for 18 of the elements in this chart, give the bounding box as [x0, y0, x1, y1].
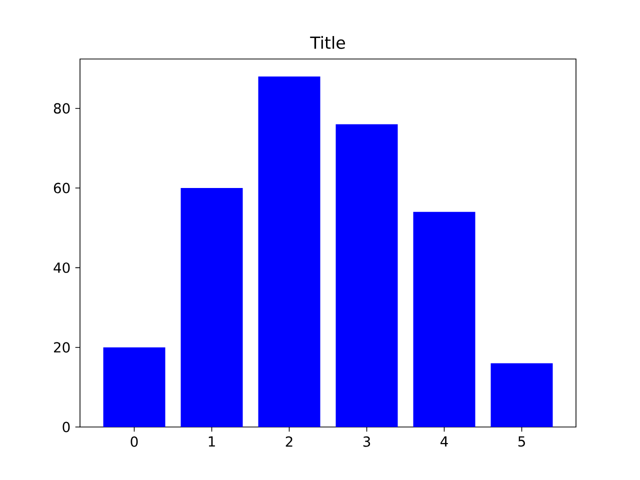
bar: [336, 124, 398, 427]
bar: [258, 76, 320, 427]
y-tick-label: 60: [54, 182, 70, 194]
x-tick-label: 4: [440, 436, 448, 446]
chart-title: Title: [310, 36, 345, 49]
y-tick-label: 0: [62, 422, 70, 432]
y-tick-label: 40: [54, 262, 70, 273]
x-tick-label: 1: [208, 436, 215, 446]
x-tick-label: 2: [286, 436, 292, 447]
bar: [180, 188, 243, 427]
x-tick-label: 5: [518, 436, 525, 447]
x-tick-label: 3: [363, 436, 370, 447]
y-tick-label: 80: [54, 103, 70, 114]
bar: [103, 347, 166, 427]
y-tick-label: 20: [54, 342, 70, 353]
bar: [490, 363, 553, 427]
bar: [413, 212, 476, 427]
x-tick-label: 0: [130, 436, 138, 447]
